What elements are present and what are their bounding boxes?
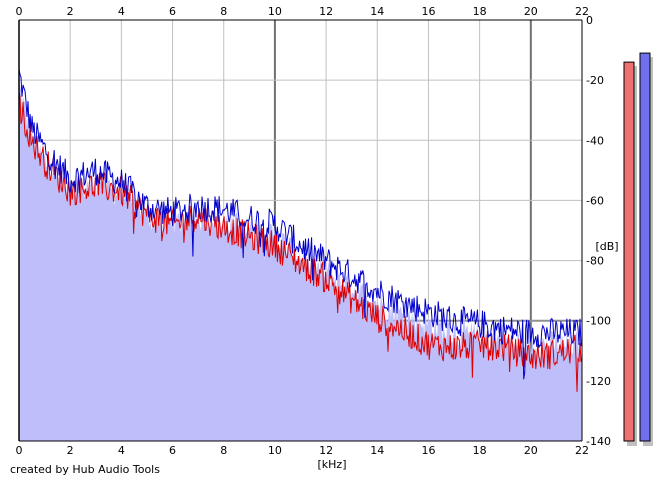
x-tick-label-top: 20 xyxy=(524,5,538,18)
y-axis-label: [dB] xyxy=(595,240,618,253)
x-tick-label-top: 14 xyxy=(370,5,384,18)
x-tick-label-bottom: 12 xyxy=(319,444,333,457)
y-tick-label: -80 xyxy=(586,255,604,268)
x-tick-label-bottom: 18 xyxy=(473,444,487,457)
y-tick-label: -120 xyxy=(586,375,611,388)
x-tick-label-top: 4 xyxy=(118,5,125,18)
x-tick-label-bottom: 6 xyxy=(169,444,176,457)
x-axis-label: [kHz] xyxy=(318,458,347,471)
level-meter-red xyxy=(623,61,635,442)
x-tick-label-bottom: 14 xyxy=(370,444,384,457)
x-tick-label-top: 16 xyxy=(421,5,435,18)
y-tick-label: -140 xyxy=(586,435,611,448)
series-line-blue xyxy=(18,69,583,380)
spectrum-fill-area xyxy=(19,81,582,441)
y-tick-label: -100 xyxy=(586,315,611,328)
x-tick-label-bottom: 22 xyxy=(575,444,589,457)
y-tick-label: -60 xyxy=(586,194,604,207)
x-tick-label-bottom: 4 xyxy=(118,444,125,457)
y-tick-label: -20 xyxy=(586,74,604,87)
x-tick-label-bottom: 16 xyxy=(421,444,435,457)
x-tick-label-top: 10 xyxy=(268,5,282,18)
y-tick-label: 0 xyxy=(586,14,593,27)
x-tick-label-top: 12 xyxy=(319,5,333,18)
meter-layer xyxy=(623,52,653,446)
x-tick-label-bottom: 8 xyxy=(220,444,227,457)
series-line-red xyxy=(18,92,583,392)
x-tick-label-bottom: 10 xyxy=(268,444,282,457)
axis-layer xyxy=(18,19,583,442)
x-tick-label-bottom: 20 xyxy=(524,444,538,457)
x-tick-label-top: 2 xyxy=(67,5,74,18)
x-tick-label-top: 22 xyxy=(575,5,589,18)
tick-layer: 002244668810101212141416161818202022220-… xyxy=(16,5,611,457)
x-tick-label-bottom: 0 xyxy=(16,444,23,457)
x-tick-label-bottom: 2 xyxy=(67,444,74,457)
level-meter-blue xyxy=(639,52,651,442)
y-tick-label: -40 xyxy=(586,134,604,147)
x-tick-label-top: 8 xyxy=(220,5,227,18)
area-layer xyxy=(19,81,582,441)
x-tick-label-top: 0 xyxy=(16,5,23,18)
series-layer xyxy=(18,69,583,392)
credit-text: created by Hub Audio Tools xyxy=(10,463,160,476)
x-tick-label-top: 18 xyxy=(473,5,487,18)
x-tick-label-top: 6 xyxy=(169,5,176,18)
